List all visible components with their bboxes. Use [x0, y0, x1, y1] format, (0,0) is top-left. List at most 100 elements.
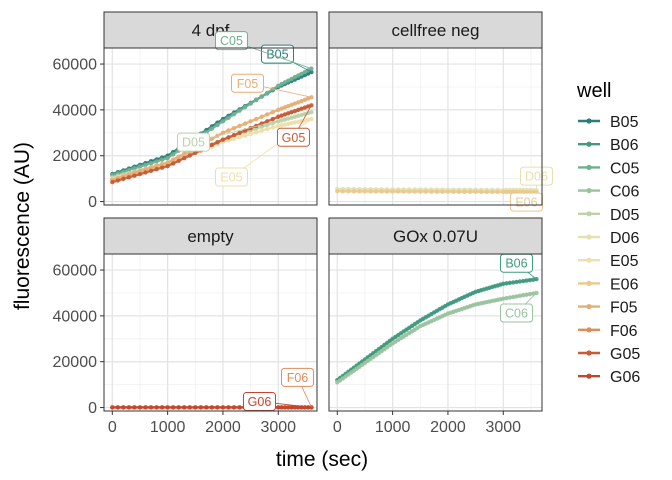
data-point-b06	[511, 280, 516, 285]
data-point-f05	[159, 162, 165, 167]
legend-item-f06: F06	[578, 323, 638, 340]
data-point-c05	[248, 101, 253, 106]
data-point-g06	[204, 405, 209, 410]
data-point-g05	[159, 165, 165, 170]
data-point-e05	[242, 133, 248, 138]
data-point-f05	[231, 126, 237, 131]
facet-panel: GOx 0.07U B06 C06 0 1000 2000 3000	[328, 217, 543, 436]
data-point-g05	[299, 106, 304, 111]
series-label-d05: D05	[182, 136, 205, 150]
data-point-e06	[478, 189, 484, 195]
data-point-e06	[501, 189, 506, 195]
data-point-e05	[276, 123, 281, 129]
legend-title: well	[576, 80, 611, 102]
data-point-g06	[121, 405, 126, 410]
panel-background	[329, 48, 542, 205]
data-point-g05	[137, 171, 143, 177]
data-point-e05	[289, 120, 294, 126]
data-point-g06	[126, 405, 132, 410]
y-tick-label: 60000	[53, 57, 98, 74]
legend-label: C06	[610, 184, 639, 201]
data-point-e06	[456, 189, 462, 194]
data-point-e05	[259, 128, 264, 133]
series-label-e05: E05	[220, 171, 242, 185]
data-point-f05	[248, 119, 253, 124]
data-point-g06	[154, 405, 159, 410]
data-point-c05	[165, 155, 170, 161]
data-point-c05	[279, 81, 284, 87]
data-point-c05	[170, 152, 176, 157]
data-point-e06	[473, 189, 478, 195]
data-point-e06	[357, 189, 362, 194]
x-axis-label: time (sec)	[276, 448, 368, 471]
data-point-e06	[467, 189, 473, 194]
data-point-f05	[295, 100, 301, 105]
data-point-c06	[511, 294, 516, 300]
legend-label: B06	[610, 137, 639, 154]
series-label-f06: F06	[287, 371, 309, 385]
data-point-g05	[237, 130, 242, 136]
x-tick-label: 2000	[205, 419, 241, 436]
legend-item-f05: F05	[578, 300, 638, 317]
data-point-f05	[270, 109, 275, 115]
data-point-e06	[490, 189, 495, 195]
panel-border	[103, 253, 318, 412]
facet-panel: cellfree neg D06 E06	[328, 11, 553, 212]
data-point-g05	[302, 105, 308, 110]
data-point-e06	[418, 189, 423, 194]
legend-key-point	[586, 118, 592, 124]
x-tick-label: 1000	[150, 419, 186, 436]
data-point-g05	[182, 155, 187, 161]
legend-key-point	[586, 211, 592, 217]
data-point-e06	[434, 189, 440, 194]
series-label-g06: G06	[248, 395, 272, 409]
data-point-g05	[286, 111, 291, 116]
y-tick-label: 40000	[53, 308, 98, 325]
data-point-b05	[309, 69, 314, 75]
series-label-box	[214, 167, 248, 187]
x-tick-label: 0	[333, 419, 342, 436]
legend-label: D06	[610, 230, 639, 247]
legend-key-point	[586, 327, 592, 333]
panel-background	[104, 254, 317, 411]
data-point-g06	[292, 405, 298, 410]
data-point-f05	[154, 163, 159, 169]
series-label-box	[280, 367, 314, 387]
legend-label: G05	[610, 346, 640, 363]
data-point-e06	[507, 189, 513, 195]
data-point-g06	[176, 405, 181, 410]
legend-key-point	[586, 141, 592, 147]
facet-panel: empty F06 G06 0 1000 2000 3000 0 20000 40000 60000	[53, 217, 318, 436]
data-point-g05	[154, 167, 159, 172]
data-point-c05	[209, 126, 215, 131]
data-point-e05	[279, 123, 284, 128]
y-tick-label: 40000	[53, 102, 98, 119]
series-label-d06: D06	[525, 170, 548, 184]
data-point-e06	[445, 189, 451, 194]
legend-item-e06: E06	[578, 276, 639, 293]
data-point-c05	[289, 76, 294, 82]
data-point-g05	[193, 150, 198, 156]
data-point-f05	[226, 128, 231, 133]
data-point-g05	[110, 179, 115, 185]
data-point-f05	[289, 102, 294, 108]
series-label-f05: F05	[237, 77, 259, 91]
panel-border	[103, 47, 318, 206]
data-point-c06	[507, 295, 513, 300]
data-point-g05	[126, 175, 132, 180]
series-label-e06: E06	[515, 196, 537, 210]
facet-strip	[328, 11, 543, 49]
data-point-b06	[501, 281, 506, 286]
data-point-g06	[198, 405, 204, 410]
legend-label: E06	[610, 276, 639, 293]
legend-item-d05: D05	[578, 207, 639, 224]
data-point-e06	[395, 189, 401, 194]
y-tick-label: 0	[88, 194, 97, 211]
series-label-c06: C06	[505, 306, 528, 320]
data-point-f05	[286, 103, 291, 109]
data-point-e06	[504, 189, 509, 195]
data-point-g06	[182, 405, 187, 410]
legend-item-b05: B05	[578, 114, 639, 131]
data-point-b06	[530, 277, 536, 282]
